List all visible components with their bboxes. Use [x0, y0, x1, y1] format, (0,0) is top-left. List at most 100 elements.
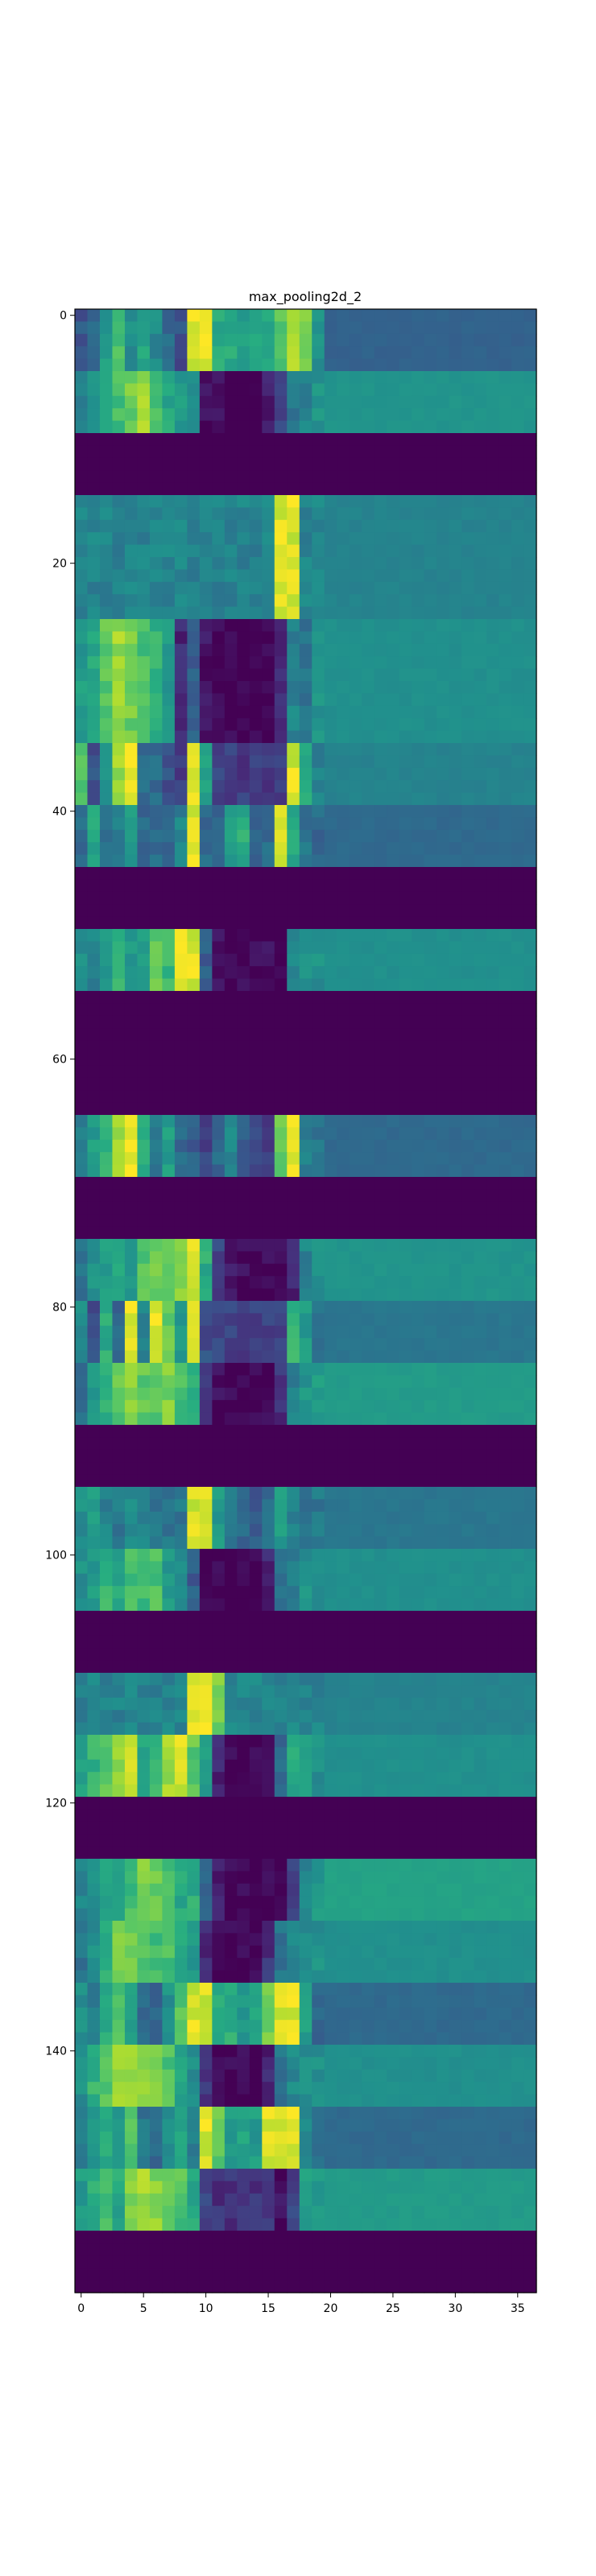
heatmap-cell: [287, 1053, 300, 1066]
heatmap-cell: [262, 1325, 275, 1339]
heatmap-cell: [474, 1573, 487, 1587]
heatmap-cell: [337, 1040, 350, 1054]
heatmap-cell: [511, 1883, 525, 1897]
heatmap-cell: [499, 966, 512, 980]
heatmap-cell: [287, 891, 300, 905]
heatmap-cell: [374, 457, 387, 471]
heatmap-cell: [162, 1474, 176, 1488]
heatmap-cell: [412, 1883, 425, 1897]
heatmap-cell: [312, 743, 325, 756]
heatmap-cell: [486, 470, 500, 484]
heatmap-cell: [174, 929, 188, 942]
heatmap-cell: [224, 1201, 238, 1215]
heatmap-cell: [524, 532, 537, 546]
heatmap-cell: [262, 904, 275, 918]
heatmap-cell: [299, 1449, 312, 1463]
heatmap-cell: [75, 1263, 89, 1277]
heatmap-cell: [474, 1697, 487, 1711]
heatmap-cell: [162, 1053, 176, 1066]
heatmap-cell: [174, 445, 188, 459]
heatmap-cell: [124, 1722, 139, 1736]
heatmap-cell: [349, 1313, 362, 1327]
heatmap-cell: [349, 532, 362, 546]
heatmap-cell: [399, 805, 412, 818]
heatmap-cell: [137, 470, 151, 484]
heatmap-cell: [99, 904, 114, 918]
heatmap-cell: [87, 705, 101, 719]
heatmap-cell: [299, 420, 312, 434]
heatmap-cell: [237, 668, 250, 682]
heatmap-cell: [99, 805, 114, 818]
heatmap-cell: [262, 1735, 275, 1748]
heatmap-cell: [349, 1425, 362, 1438]
heatmap-cell: [461, 1797, 475, 1810]
heatmap-cell: [75, 1090, 89, 1104]
heatmap-cell: [387, 730, 400, 744]
heatmap-cell: [124, 1697, 139, 1711]
heatmap-cell: [461, 594, 475, 608]
heatmap-cell: [499, 619, 512, 632]
heatmap-cell: [461, 1152, 475, 1166]
heatmap-cell: [424, 1809, 437, 1823]
heatmap-cell: [486, 1784, 500, 1798]
heatmap-cell: [249, 346, 263, 360]
heatmap-cell: [486, 953, 500, 967]
heatmap-cell: [99, 1040, 114, 1054]
heatmap-cell: [249, 1053, 263, 1066]
heatmap-cell: [324, 1040, 337, 1054]
heatmap-cell: [87, 333, 101, 347]
heatmap-cell: [399, 383, 412, 397]
heatmap-cell: [424, 519, 437, 533]
heatmap-cell: [349, 1350, 362, 1364]
heatmap-cell: [249, 1883, 263, 1897]
heatmap-cell: [374, 1747, 387, 1761]
heatmap-cell: [162, 1226, 176, 1240]
heatmap-cell: [324, 767, 337, 781]
heatmap-cell: [312, 1611, 325, 1624]
heatmap-cell: [337, 916, 350, 930]
heatmap-cell: [312, 1425, 325, 1438]
heatmap-cell: [112, 1945, 126, 1959]
heatmap-cell: [75, 1127, 89, 1141]
heatmap-cell: [137, 668, 151, 682]
heatmap-cell: [174, 1437, 188, 1451]
heatmap-cell: [149, 1363, 163, 1376]
heatmap-cell: [486, 941, 500, 955]
heatmap-cell: [262, 309, 275, 322]
heatmap-cell: [299, 1623, 312, 1637]
heatmap-cell: [474, 1251, 487, 1265]
heatmap-cell: [337, 1437, 350, 1451]
heatmap-cell: [162, 1201, 176, 1215]
heatmap-cell: [324, 333, 337, 347]
heatmap-cell: [499, 507, 512, 521]
heatmap-cell: [349, 457, 362, 471]
heatmap-cell: [312, 668, 325, 682]
heatmap-cell: [75, 978, 89, 992]
heatmap-cell: [461, 1561, 475, 1575]
heatmap-cell: [249, 495, 263, 508]
heatmap-cell: [137, 1809, 151, 1823]
heatmap-cell: [224, 1573, 238, 1587]
heatmap-cell: [274, 1425, 288, 1438]
heatmap-cell: [212, 544, 226, 558]
heatmap-cell: [87, 966, 101, 980]
heatmap-cell: [237, 1127, 250, 1141]
heatmap-cell: [337, 854, 350, 868]
heatmap-cell: [87, 1586, 101, 1600]
heatmap-cell: [399, 1363, 412, 1376]
heatmap-cell: [75, 1387, 89, 1401]
heatmap-cell: [249, 1536, 263, 1550]
heatmap-cell: [461, 1921, 475, 1934]
heatmap-cell: [299, 1673, 312, 1686]
heatmap-cell: [499, 879, 512, 893]
heatmap-cell: [199, 1772, 213, 1785]
heatmap-cell: [187, 1933, 201, 1946]
heatmap-cell: [187, 1648, 201, 1662]
heatmap-cell: [387, 916, 400, 930]
heatmap-cell: [349, 445, 362, 459]
heatmap-cell: [362, 1821, 375, 1835]
heatmap-cell: [75, 544, 89, 558]
heatmap-cell: [449, 1115, 462, 1128]
heatmap-cell: [461, 1437, 475, 1451]
heatmap-cell: [124, 1598, 139, 1612]
